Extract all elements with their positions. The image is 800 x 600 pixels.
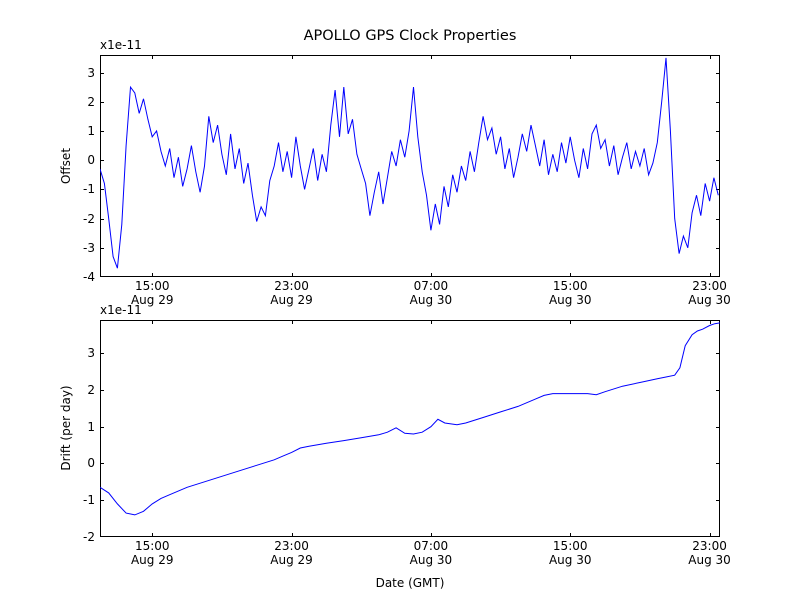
x-tick-label: 23:00 Aug 29 — [252, 539, 332, 567]
x-tick-time: 15:00 — [552, 539, 588, 553]
drift-axes-frame — [100, 320, 720, 537]
x-tick-label: 23:00 Aug 30 — [670, 279, 750, 307]
x-tick-time: 15:00 — [552, 279, 588, 293]
x-tick-time: 23:00 — [274, 279, 309, 293]
x-tick-date: Aug 30 — [548, 293, 592, 307]
x-tick-time: 23:00 — [692, 539, 727, 553]
x-tick-date: Aug 29 — [130, 293, 174, 307]
x-tick-label: 23:00 Aug 30 — [670, 539, 750, 567]
offset-series-line — [100, 57, 719, 269]
x-axis-label: Date (GMT) — [375, 576, 445, 590]
x-tick-label: 15:00 Aug 29 — [112, 539, 192, 567]
y-tick-label: -3 — [83, 240, 95, 255]
x-tick-time: 15:00 — [134, 539, 170, 553]
drift-axis-scale-label: x1e-11 — [100, 303, 142, 317]
x-tick-time: 07:00 — [413, 279, 449, 293]
x-tick-time: 23:00 — [692, 279, 727, 293]
x-tick-time: 15:00 — [134, 279, 170, 293]
y-tick-label: 0 — [87, 456, 95, 471]
y-tick-label: -2 — [83, 530, 95, 544]
y-tick-label: 1 — [87, 123, 95, 138]
x-tick-date: Aug 30 — [688, 293, 731, 307]
y-tick-label: 2 — [87, 382, 95, 397]
y-tick-label: 0 — [87, 153, 95, 168]
x-tick-label: 15:00 Aug 30 — [530, 279, 610, 307]
x-tick-date: Aug 29 — [270, 293, 313, 307]
chart-title: APOLLO GPS Clock Properties — [303, 28, 517, 44]
y-tick-label: 3 — [87, 346, 95, 361]
y-tick-label: -1 — [83, 182, 95, 197]
x-tick-label: 15:00 Aug 29 — [112, 279, 192, 307]
y-tick-label: -1 — [83, 493, 95, 508]
offset-axes-frame — [100, 55, 720, 277]
offset-plot-area — [100, 55, 720, 277]
x-tick-date: Aug 30 — [409, 553, 453, 567]
drift-chart — [100, 320, 720, 537]
y-tick-label: -2 — [83, 211, 95, 226]
x-tick-time: 23:00 — [274, 539, 309, 553]
x-tick-date: Aug 29 — [270, 553, 313, 567]
offset-axis-scale-label: x1e-11 — [100, 38, 142, 52]
x-tick-date: Aug 29 — [130, 553, 174, 567]
x-tick-label: 07:00 Aug 30 — [391, 539, 471, 567]
offset-chart — [100, 55, 720, 277]
y-tick-label: 2 — [87, 94, 95, 109]
x-tick-label: 07:00 Aug 30 — [391, 279, 471, 307]
y-tick-label: -4 — [83, 270, 95, 284]
x-tick-date: Aug 30 — [409, 293, 453, 307]
x-tick-label: 15:00 Aug 30 — [530, 539, 610, 567]
drift-series-line — [100, 322, 720, 516]
x-tick-time: 07:00 — [413, 539, 449, 553]
drift-plot-area — [100, 320, 720, 537]
y-tick-label: 1 — [87, 419, 95, 434]
x-tick-label: 23:00 Aug 29 — [252, 279, 332, 307]
y-tick-label: 3 — [87, 65, 95, 80]
x-tick-date: Aug 30 — [548, 553, 592, 567]
x-tick-date: Aug 30 — [688, 553, 731, 567]
